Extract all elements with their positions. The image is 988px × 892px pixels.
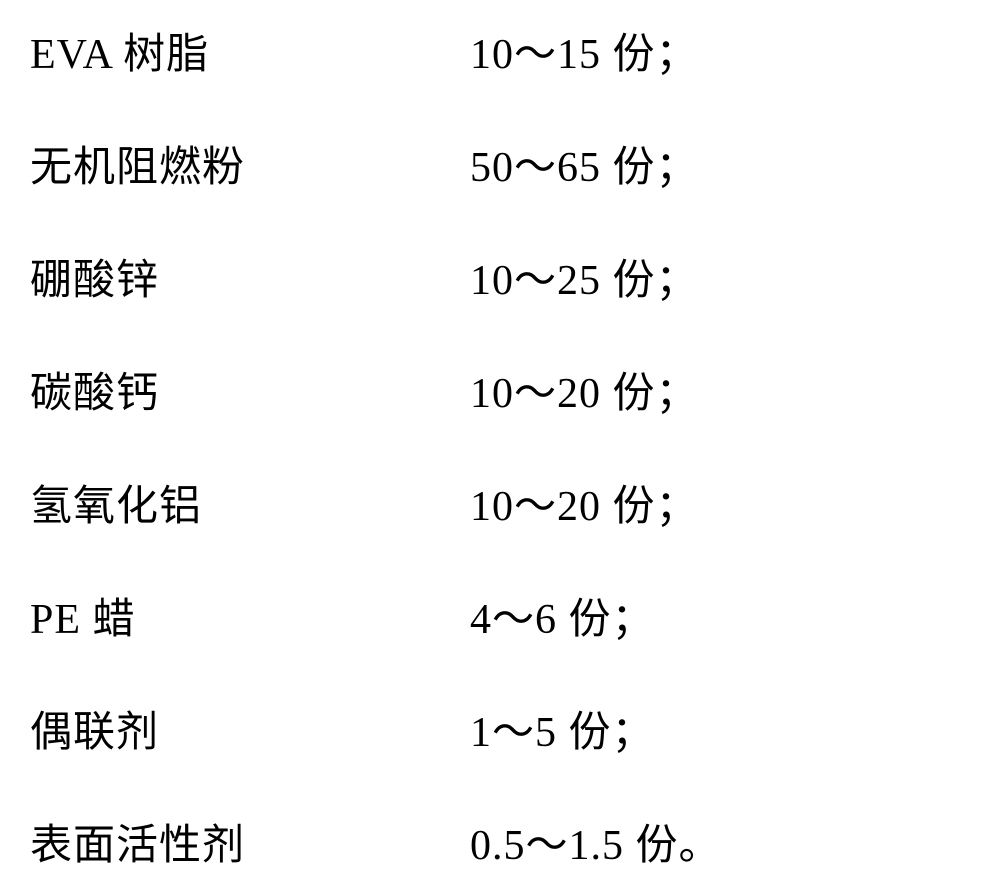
ingredient-label: 无机阻燃粉 bbox=[30, 133, 470, 194]
table-row: PE 蜡 4～6 份； bbox=[30, 585, 958, 646]
table-row: 氢氧化铝 10～20 份； bbox=[30, 472, 958, 533]
table-row: 偶联剂 1～5 份； bbox=[30, 698, 958, 759]
ingredient-value: 10～15 份； bbox=[470, 20, 699, 81]
ingredient-value: 10～20 份； bbox=[470, 359, 699, 420]
table-row: 碳酸钙 10～20 份； bbox=[30, 359, 958, 420]
table-row: 无机阻燃粉 50～65 份； bbox=[30, 133, 958, 194]
ingredient-value: 50～65 份； bbox=[470, 133, 699, 194]
ingredient-label: 表面活性剂 bbox=[30, 811, 470, 872]
ingredient-value: 10～20 份； bbox=[470, 472, 699, 533]
ingredient-value: 10～25 份； bbox=[470, 246, 699, 307]
ingredient-label: 碳酸钙 bbox=[30, 359, 470, 420]
table-row: 硼酸锌 10～25 份； bbox=[30, 246, 958, 307]
ingredient-table: EVA 树脂 10～15 份； 无机阻燃粉 50～65 份； 硼酸锌 10～25… bbox=[0, 0, 988, 892]
ingredient-value: 4～6 份； bbox=[470, 585, 655, 646]
table-row: 表面活性剂 0.5～1.5 份。 bbox=[30, 811, 958, 872]
ingredient-value: 0.5～1.5 份。 bbox=[470, 811, 722, 872]
ingredient-label: PE 蜡 bbox=[30, 585, 470, 646]
table-row: EVA 树脂 10～15 份； bbox=[30, 20, 958, 81]
ingredient-label: EVA 树脂 bbox=[30, 20, 470, 81]
ingredient-label: 氢氧化铝 bbox=[30, 472, 470, 533]
ingredient-label: 偶联剂 bbox=[30, 698, 470, 759]
ingredient-value: 1～5 份； bbox=[470, 698, 655, 759]
ingredient-label: 硼酸锌 bbox=[30, 246, 470, 307]
